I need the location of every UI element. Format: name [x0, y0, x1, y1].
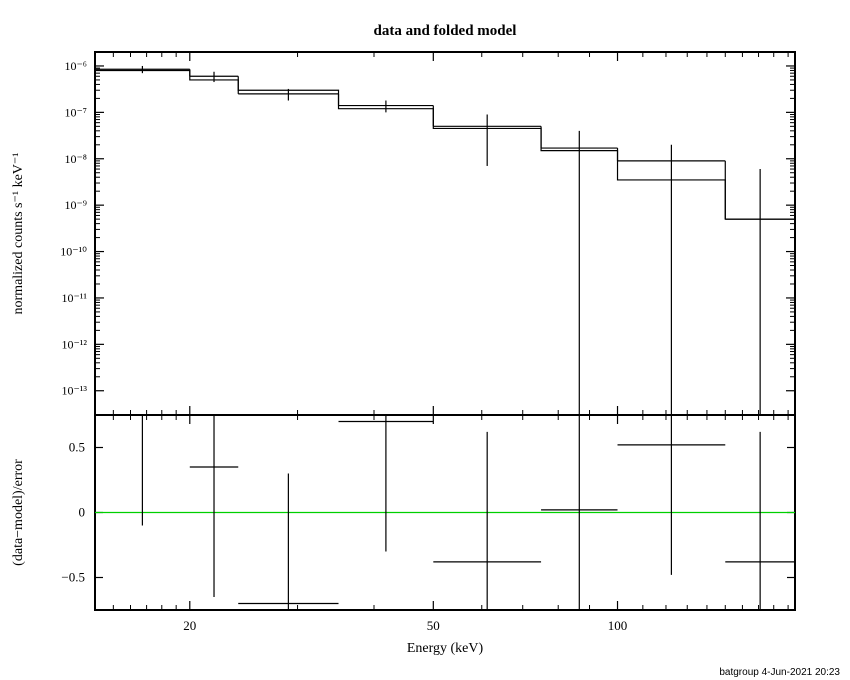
- svg-text:10⁻⁷: 10⁻⁷: [64, 105, 87, 119]
- svg-text:100: 100: [608, 618, 628, 633]
- svg-text:20: 20: [183, 618, 196, 633]
- svg-text:0.5: 0.5: [69, 440, 85, 455]
- svg-text:10⁻¹⁰: 10⁻¹⁰: [60, 245, 87, 259]
- svg-text:(data−model)/error: (data−model)/error: [11, 459, 26, 566]
- svg-text:10⁻⁶: 10⁻⁶: [64, 59, 87, 73]
- footer-text: batgroup 4-Jun-2021 20:23: [719, 667, 840, 678]
- svg-text:−0.5: −0.5: [61, 570, 85, 585]
- svg-text:data and folded model: data and folded model: [374, 23, 517, 39]
- svg-text:10⁻¹²: 10⁻¹²: [61, 337, 87, 351]
- plot-svg: data and folded model 20 50 100 Energy (keV)…: [0, 0, 850, 680]
- svg-text:10⁻⁹: 10⁻⁹: [64, 198, 87, 212]
- svg-text:normalized counts s⁻¹ keV⁻¹: normalized counts s⁻¹ keV⁻¹: [11, 153, 26, 315]
- chart-container: data and folded model 20 50 100 Energy (keV)…: [0, 0, 850, 680]
- svg-text:10⁻¹³: 10⁻¹³: [61, 384, 87, 398]
- svg-text:50: 50: [427, 618, 440, 633]
- svg-text:10⁻¹¹: 10⁻¹¹: [61, 291, 87, 305]
- svg-text:Energy (keV): Energy (keV): [407, 641, 484, 656]
- svg-text:0: 0: [79, 505, 86, 520]
- svg-text:10⁻⁸: 10⁻⁸: [64, 152, 87, 166]
